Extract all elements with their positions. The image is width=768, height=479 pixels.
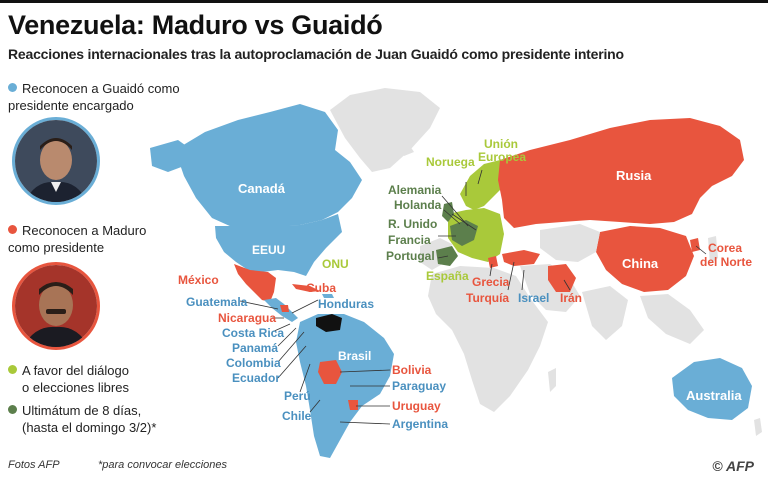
central-asia-shape [540,224,600,262]
label-ecuador: Ecuador [232,371,280,385]
bolivia-shape [318,360,342,384]
north-korea-shape [690,238,700,252]
guaido-portrait-icon [15,120,97,202]
central-america-shape [264,298,298,322]
label-israel: Israel [518,291,549,305]
caribbean-shape [322,294,334,298]
leader-lines [239,169,707,425]
label-brasil: Brasil [338,349,371,363]
footnote: *para convocar elecciones [98,459,228,471]
japan-shape [708,236,718,264]
label-iran: Irán [560,291,582,305]
guaido-photo [12,117,100,205]
label-panama: Panamá [232,341,278,355]
afp-logo: © AFP [712,458,754,474]
russia-shape [498,118,744,228]
south-america-shape [296,314,394,458]
maduro-portrait-icon [15,265,97,347]
madagascar-shape [548,368,556,392]
label-espana: España [426,269,469,283]
legend-ultimatum: Ultimátum de 8 días, (hasta el domingo 3… [8,402,156,436]
label-eeuu: EEUU [252,243,285,257]
label-costa-rica: Costa Rica [222,326,284,340]
label-portugal: Portugal [386,249,435,263]
legend-dialogo-line1: A favor del diálogo [22,363,129,378]
legend-dialogo: A favor del diálogo o elecciones libres [8,362,129,396]
legend-dot-maduro [8,225,17,234]
label-turquia: Turquía [466,291,509,305]
uruguay-shape [348,400,358,410]
cuba-shape [292,284,320,292]
legend-dot-guaido [8,83,17,92]
iran-shape [548,264,576,292]
label-paraguay: Paraguay [392,379,446,393]
label-canada: Canadá [238,181,286,196]
scandinavia-shape [460,160,510,210]
label-holanda: Holanda [394,198,442,212]
copyright-symbol: © [712,458,723,474]
legend-maduro-line1: Reconocen a Maduro [22,223,147,238]
venezuela-shape [316,314,342,332]
canada-shape [175,104,362,227]
alaska-shape [150,140,192,172]
label-union-europea-1: Unión [484,137,518,151]
photo-credit: Fotos AFP [8,459,60,471]
label-rusia: Rusia [616,168,652,183]
label-colombia: Colombia [226,356,281,370]
label-australia: Australia [686,388,742,403]
china-shape [596,226,694,292]
label-onu: ONU [322,257,349,271]
label-chile: Chile [282,409,312,423]
top-rule [0,0,768,3]
label-uruguay: Uruguay [392,399,441,413]
mexico-shape [234,264,276,302]
label-peru: Perú [284,389,311,403]
legend-maduro: Reconocen a Maduro como presidente [8,222,146,256]
usa-shape [215,214,342,276]
new-zealand-shape [754,418,762,436]
legend-dialogo-line2: o elecciones libres [22,380,129,395]
south-asia-shape [582,286,628,340]
legend-guaido-line1: Reconocen a Guaidó como [22,81,180,96]
label-alemania: Alemania [388,183,442,197]
turkey-shape [502,250,540,266]
label-bolivia: Bolivia [392,363,432,377]
label-corea-2: del Norte [700,255,752,269]
australia-shape [672,358,752,420]
greenland-shape [330,88,440,172]
label-guatemala: Guatemala [186,295,248,309]
legend-maduro-line2: como presidente [8,240,105,255]
label-noruega: Noruega [426,155,475,169]
nicaragua-shape [280,305,289,312]
label-union-europea-2: Europea [478,150,526,164]
page-title: Venezuela: Maduro vs Guaidó [8,10,383,40]
label-corea-1: Corea [708,241,742,255]
iceland-shape [398,146,414,156]
maduro-photo [12,262,100,350]
greece-shape [488,256,498,268]
page-subtitle: Reacciones internacionales tras la autop… [8,46,624,62]
africa-shape [428,266,548,412]
southeast-asia-shape [640,294,704,344]
legend-guaido: Reconocen a Guaidó como presidente encar… [8,80,180,114]
label-honduras: Honduras [318,297,374,311]
label-r-unido: R. Unido [388,217,437,231]
legend-ultimatum-line1: Ultimátum de 8 días, [22,403,142,418]
afp-agency: AFP [726,458,754,474]
legend-dot-ultimatum [8,405,17,414]
label-grecia: Grecia [472,275,510,289]
legend-guaido-line2: presidente encargado [8,98,134,113]
label-argentina: Argentina [392,417,448,431]
legend-dot-dialogo [8,365,17,374]
legend-ultimatum-line2: (hasta el domingo 3/2)* [22,420,157,435]
label-francia: Francia [388,233,431,247]
uk-shape [442,202,454,222]
country-labels: Canadá EEUU ONU México Cuba Guatemala Ho… [178,137,752,431]
label-nicaragua: Nicaragua [218,311,276,325]
label-cuba: Cuba [306,281,336,295]
label-china: China [622,256,659,271]
label-mexico: México [178,273,219,287]
